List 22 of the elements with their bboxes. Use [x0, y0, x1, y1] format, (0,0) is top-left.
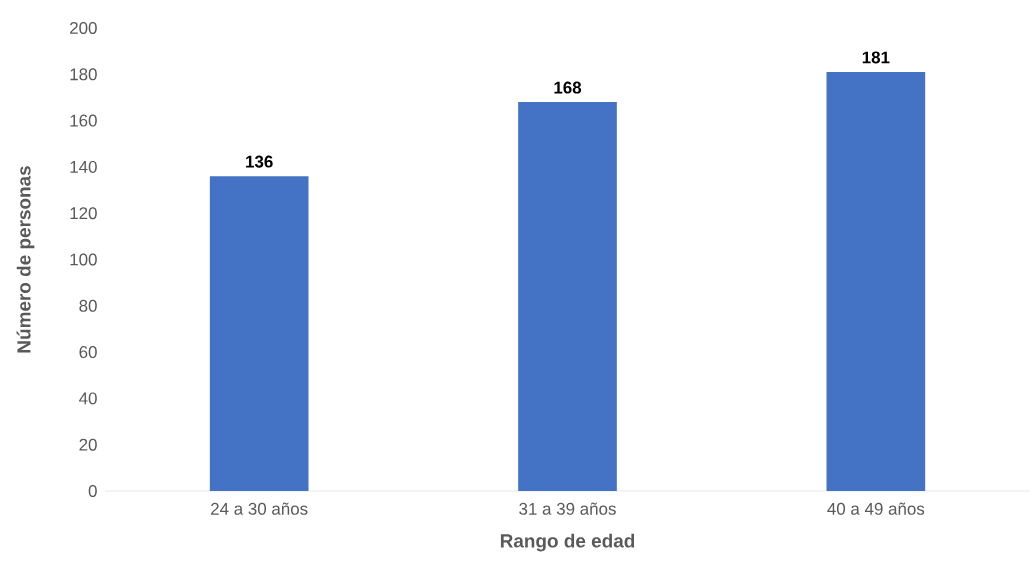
x-tick-label: 31 a 39 años [519, 502, 616, 515]
y-tick-label: 0 [88, 485, 97, 497]
bar [518, 102, 617, 491]
x-axis-title: Rango de edad [500, 533, 635, 552]
y-tick-label: 40 [79, 392, 97, 405]
y-tick-label: 180 [70, 68, 97, 81]
y-tick-label: 60 [79, 346, 97, 359]
y-tick-label: 80 [79, 299, 97, 312]
data-label: 181 [862, 51, 890, 64]
bar [209, 176, 309, 491]
x-tick-label: 40 a 49 años [827, 502, 925, 515]
x-tick-label: 24 a 30 años [211, 502, 308, 515]
data-label: 168 [554, 81, 582, 94]
y-tick-label: 20 [79, 438, 97, 451]
y-axis-title: Número de personas [16, 166, 35, 353]
y-tick-label: 140 [70, 160, 97, 173]
data-label: 136 [246, 155, 273, 168]
y-tick-label: 160 [70, 114, 97, 127]
bar [826, 71, 926, 491]
y-tick-label: 200 [70, 22, 97, 34]
y-tick-label: 100 [70, 253, 97, 266]
y-tick-label: 120 [70, 207, 97, 220]
